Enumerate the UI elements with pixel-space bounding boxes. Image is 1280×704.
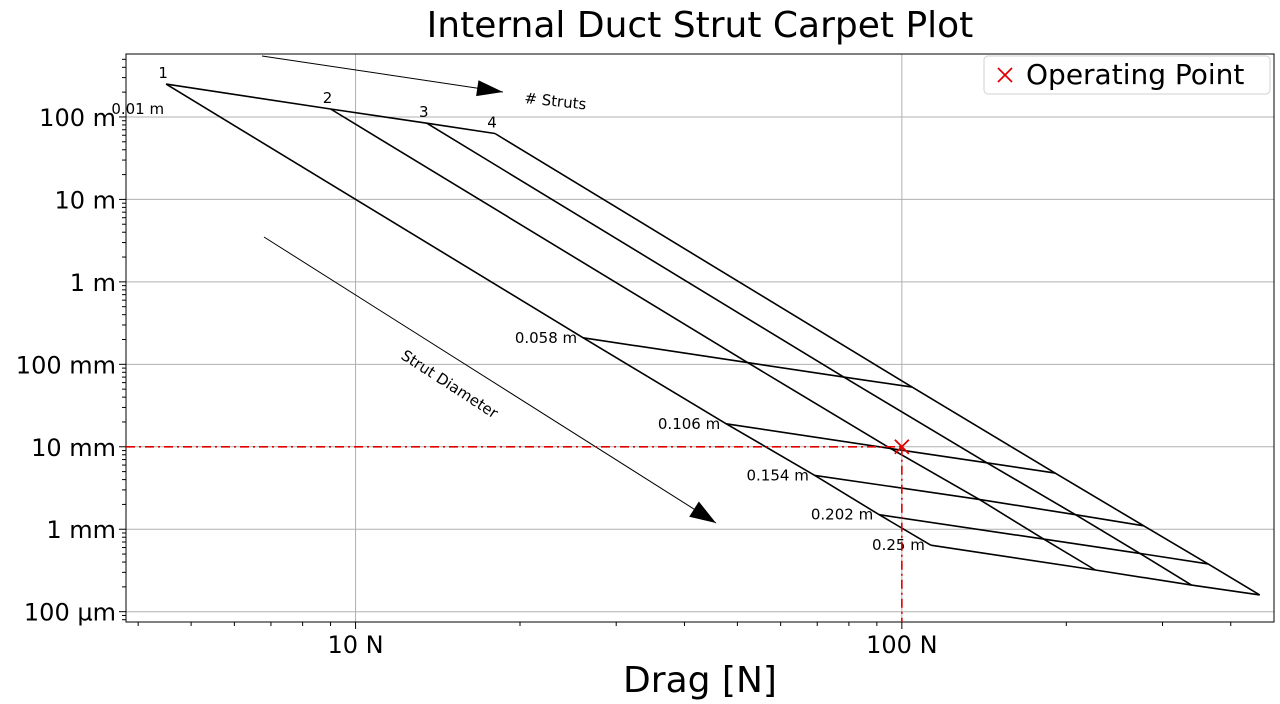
diameter-arrow-head bbox=[689, 501, 716, 523]
strut-count-label: 1 bbox=[158, 64, 168, 82]
x-tick-label: 100 N bbox=[866, 631, 937, 659]
strut-count-label: 2 bbox=[323, 89, 333, 107]
y-tick-label: 100 m bbox=[39, 104, 116, 132]
strut-count-line bbox=[426, 122, 1192, 586]
carpet-labels: 1 2 3 4 0.01 m 0.058 m 0.106 m 0.154 m 0.202 m 0.… bbox=[111, 64, 925, 554]
strut-count-line bbox=[494, 132, 1261, 596]
struts-arrow-head bbox=[476, 80, 503, 97]
legend-label: Operating Point bbox=[1026, 58, 1244, 91]
y-tick-label: 100 mm bbox=[16, 351, 116, 379]
diameter-label: 0.154 m bbox=[747, 466, 809, 484]
diameter-label: 0.25 m bbox=[872, 536, 925, 554]
carpet-lines bbox=[165, 83, 1261, 596]
y-tick-label: 1 mm bbox=[46, 516, 116, 544]
y-tick-label: 100 µm bbox=[24, 599, 116, 627]
operating-point-group bbox=[126, 439, 910, 622]
diameter-line bbox=[165, 83, 496, 135]
diameter-annotation: Strut Diameter bbox=[398, 346, 502, 422]
diameter-label: 0.058 m bbox=[515, 329, 577, 347]
grid-lines bbox=[126, 54, 1274, 622]
struts-arrow-shaft bbox=[261, 55, 504, 93]
x-axis-label: Drag [N] bbox=[623, 660, 777, 701]
diameter-line bbox=[583, 337, 913, 388]
legend-marker bbox=[997, 67, 1013, 83]
axes: 10 N 100 N 100 µm 1 mm 10 mm 100 mm 1 m 10 m 100… bbox=[16, 53, 1275, 659]
diameter-label: 0.106 m bbox=[658, 415, 720, 433]
diameter-arrow-shaft bbox=[263, 236, 717, 524]
diameter-label: 0.01 m bbox=[111, 100, 164, 118]
diameter-line bbox=[879, 513, 1209, 565]
strut-count-label: 3 bbox=[419, 103, 429, 121]
plot-frame bbox=[125, 53, 1275, 623]
strut-count-label: 4 bbox=[487, 113, 497, 131]
operating-marker bbox=[894, 439, 910, 455]
y-tick-label: 10 m bbox=[54, 186, 116, 214]
y-tick-label: 10 mm bbox=[31, 434, 116, 462]
diameter-label: 0.202 m bbox=[811, 506, 873, 524]
diameter-line bbox=[930, 544, 1260, 596]
struts-annotation: # Struts bbox=[524, 89, 588, 113]
diameter-line bbox=[726, 423, 1056, 474]
legend-box bbox=[983, 55, 1271, 95]
y-tick-label: 1 m bbox=[70, 269, 116, 297]
chart-title: Internal Duct Strut Carpet Plot bbox=[427, 5, 974, 46]
x-tick-label: 10 N bbox=[327, 631, 383, 659]
diameter-line bbox=[814, 474, 1144, 527]
strut-count-line bbox=[165, 83, 932, 546]
legend: Operating Point bbox=[983, 55, 1271, 95]
strut-count-line bbox=[330, 108, 1096, 571]
